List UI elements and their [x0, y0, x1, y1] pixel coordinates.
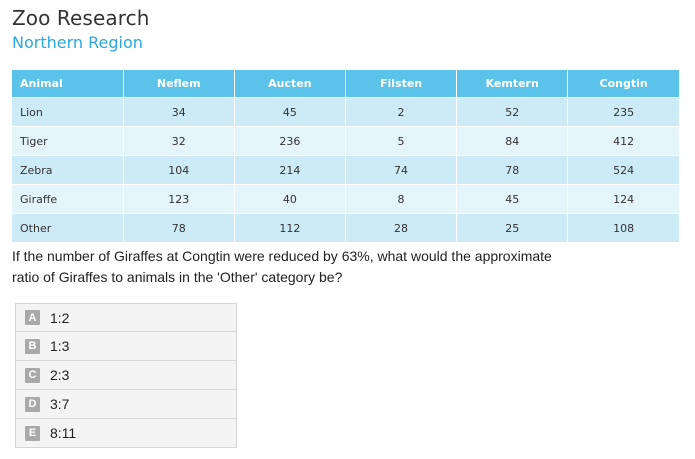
table-cell: 34 — [123, 97, 235, 127]
table-cell: 45 — [234, 97, 346, 127]
table-row: Giraffe 123 40 8 45 124 — [12, 184, 679, 214]
page-title: Zoo Research — [12, 6, 150, 30]
table-cell: 78 — [456, 155, 569, 185]
question-line: If the number of Giraffes at Congtin wer… — [12, 248, 552, 264]
table-cell: Lion — [12, 97, 124, 127]
table-cell: 123 — [123, 184, 235, 214]
table-cell: 28 — [345, 213, 458, 242]
table-cell: 124 — [567, 184, 679, 214]
answer-option-c[interactable]: C 2:3 — [15, 361, 237, 390]
table-cell: Zebra — [12, 155, 124, 185]
answer-option-a[interactable]: A 1:2 — [15, 303, 237, 332]
table-cell: 25 — [456, 213, 569, 242]
table-cell: 236 — [234, 126, 346, 156]
table-cell: 32 — [123, 126, 235, 156]
table-cell: 8 — [345, 184, 458, 214]
option-label: 3:7 — [50, 396, 70, 412]
column-header-aucten: Aucten — [234, 70, 346, 98]
table-cell: 2 — [345, 97, 458, 127]
option-letter-badge: C — [25, 367, 40, 383]
question-text: If the number of Giraffes at Congtin wer… — [12, 246, 572, 288]
table-cell: 235 — [567, 97, 679, 127]
page-subtitle: Northern Region — [12, 33, 143, 52]
table-cell: 78 — [123, 213, 235, 242]
answer-options: A 1:2 B 1:3 C 2:3 D 3:7 E 8:11 — [15, 303, 237, 448]
data-table: Animal Neflem Aucten Filsten Kemtern Con… — [12, 70, 679, 242]
option-letter-badge: D — [25, 396, 40, 412]
table-cell: 84 — [456, 126, 569, 156]
column-header-neflem: Neflem — [123, 70, 235, 98]
option-letter-badge: B — [25, 338, 40, 354]
question-line: ratio of Giraffes to animals in the 'Oth… — [12, 269, 343, 285]
table-cell: 214 — [234, 155, 346, 185]
table-row: Tiger 32 236 5 84 412 — [12, 126, 679, 156]
table-row: Other 78 112 28 25 108 — [12, 213, 679, 242]
option-label: 2:3 — [50, 367, 70, 383]
table-cell: Other — [12, 213, 124, 242]
answer-option-b[interactable]: B 1:3 — [15, 332, 237, 361]
table-cell: 74 — [345, 155, 458, 185]
option-letter-badge: A — [25, 310, 40, 325]
column-header-congtin: Congtin — [567, 70, 679, 98]
table-cell: Giraffe — [12, 184, 124, 214]
answer-option-d[interactable]: D 3:7 — [15, 390, 237, 419]
table-header-row: Animal Neflem Aucten Filsten Kemtern Con… — [12, 70, 679, 98]
table-cell: 108 — [567, 213, 679, 242]
table-cell: 5 — [345, 126, 458, 156]
table-cell: 112 — [234, 213, 346, 242]
table-cell: 52 — [456, 97, 569, 127]
table-cell: 45 — [456, 184, 569, 214]
option-letter-badge: E — [25, 425, 40, 441]
option-label: 1:2 — [50, 309, 70, 326]
table-cell: 524 — [567, 155, 679, 185]
option-label: 8:11 — [50, 425, 77, 441]
answer-option-e[interactable]: E 8:11 — [15, 419, 237, 448]
table-cell: 40 — [234, 184, 346, 214]
table-cell: Tiger — [12, 126, 124, 156]
column-header-kemtern: Kemtern — [456, 70, 569, 98]
column-header-animal: Animal — [12, 70, 124, 98]
table-cell: 412 — [567, 126, 679, 156]
table-row: Lion 34 45 2 52 235 — [12, 97, 679, 127]
table-cell: 104 — [123, 155, 235, 185]
column-header-filsten: Filsten — [345, 70, 458, 98]
table-row: Zebra 104 214 74 78 524 — [12, 155, 679, 185]
option-label: 1:3 — [50, 338, 70, 354]
